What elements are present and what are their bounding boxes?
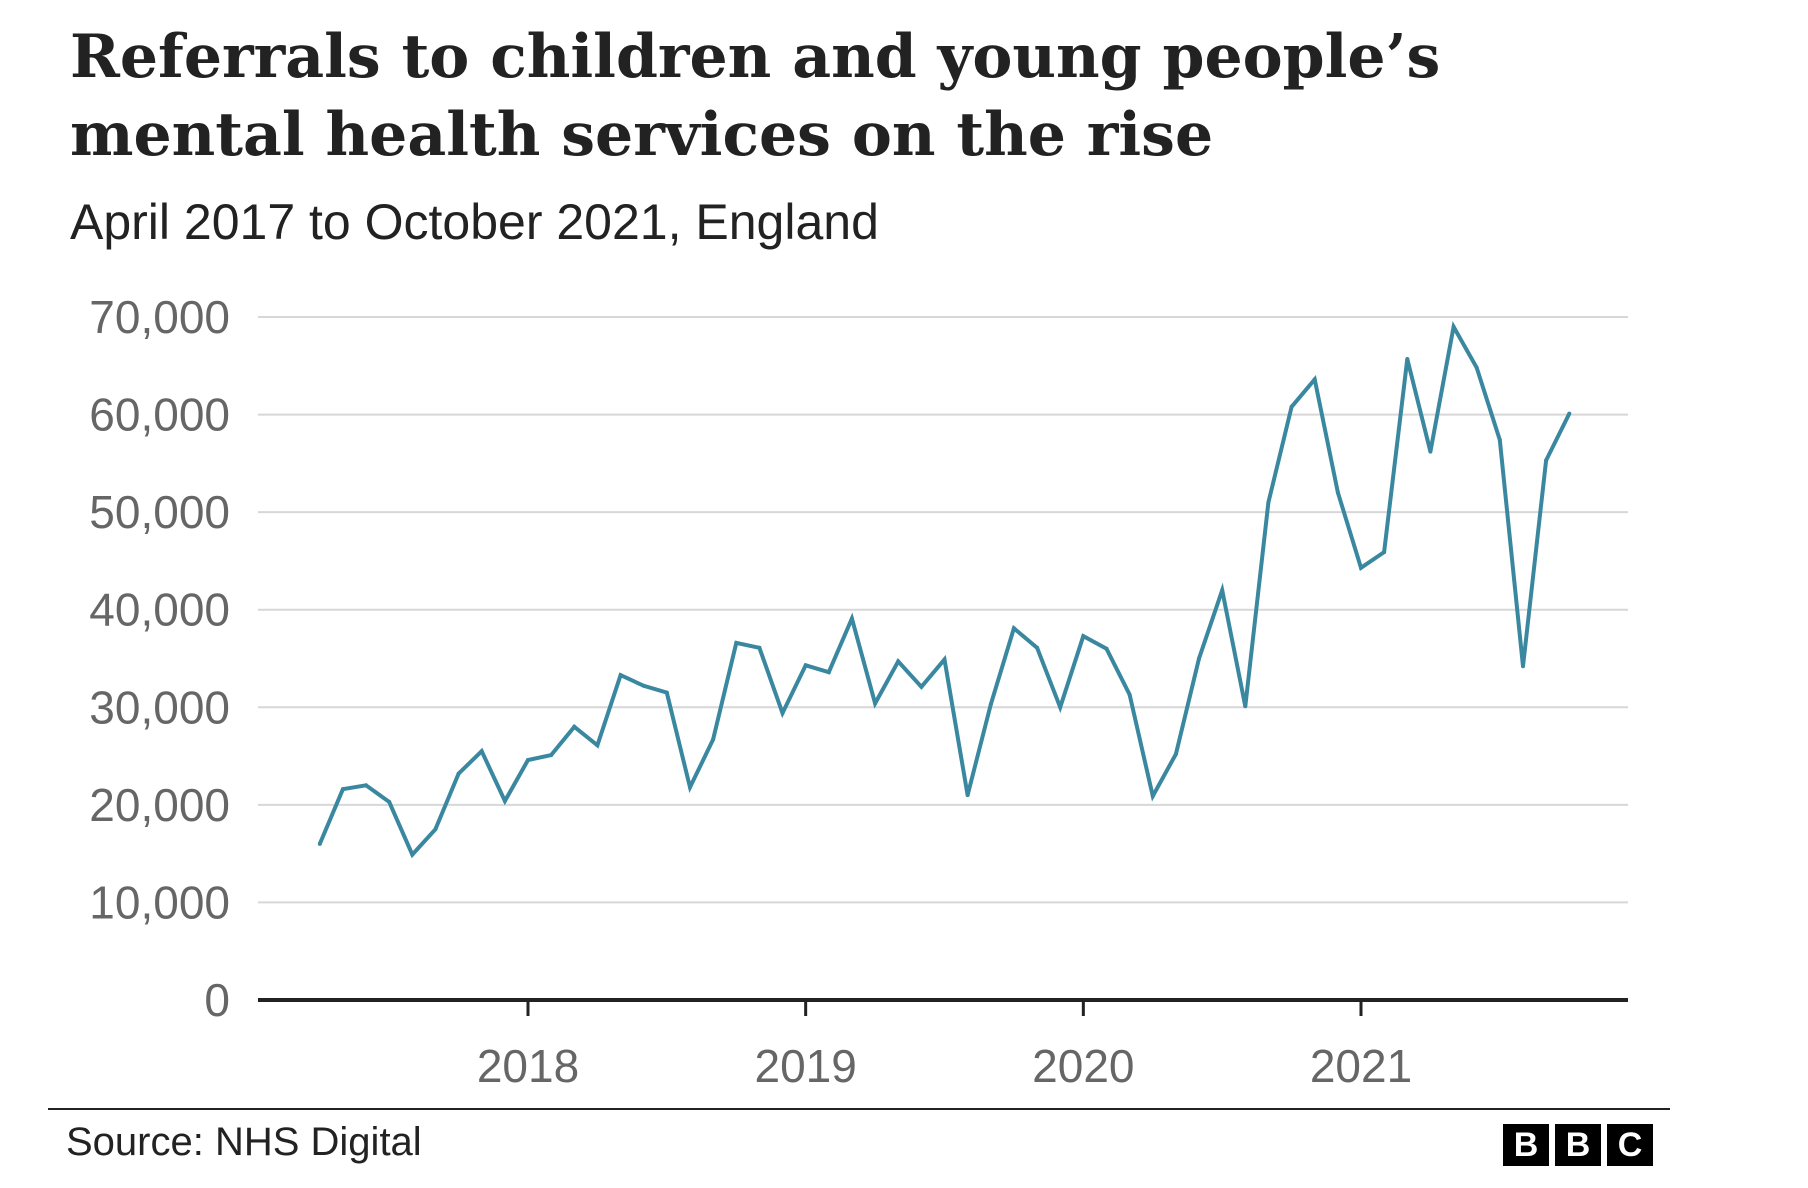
data-point	[526, 758, 530, 762]
y-tick-label: 0	[204, 974, 230, 1026]
data-point	[873, 701, 878, 706]
data-point	[549, 753, 554, 758]
data-point	[1359, 565, 1363, 570]
y-tick-label: 20,000	[89, 779, 230, 831]
data-point	[1150, 794, 1155, 799]
data-point	[479, 749, 484, 754]
bbc-logo-letter: C	[1607, 1124, 1653, 1166]
x-axis: 2018 2019 2020 2021	[258, 998, 1628, 1092]
data-point	[1104, 646, 1109, 651]
data-point	[1567, 411, 1572, 416]
data-point	[433, 827, 438, 832]
data-point	[1058, 705, 1063, 710]
data-point	[1382, 550, 1387, 555]
data-point	[942, 657, 947, 662]
data-point	[595, 743, 600, 748]
x-tick-label: 2020	[1032, 1040, 1134, 1092]
bbc-logo-letter: B	[1503, 1124, 1549, 1166]
data-point	[1335, 490, 1340, 495]
data-point	[711, 737, 716, 742]
source-note: Source: NHS Digital	[66, 1120, 422, 1164]
data-point	[1474, 365, 1479, 370]
gridlines	[258, 316, 1628, 904]
data-point	[849, 616, 854, 621]
y-tick-label: 60,000	[89, 389, 230, 441]
y-axis-tick-labels: 0 10,000 20,000 30,000 40,000 50,000 60,000 70,…	[89, 291, 230, 1026]
footer-divider	[48, 1108, 1670, 1110]
chart-title: Referrals to children and young people’s…	[70, 22, 1441, 170]
data-point	[502, 799, 507, 803]
data-point	[387, 799, 392, 804]
data-point	[1173, 752, 1178, 757]
data-point	[618, 673, 623, 678]
data-point	[1289, 404, 1294, 409]
data-point	[1266, 500, 1271, 505]
data-point	[734, 640, 739, 645]
data-point	[1544, 458, 1549, 463]
data-point	[919, 684, 924, 689]
x-tick-label: 2019	[754, 1040, 856, 1092]
data-point	[340, 787, 345, 792]
data-point	[317, 841, 322, 846]
data-point	[1081, 634, 1086, 639]
data-point	[1521, 664, 1525, 669]
data-point	[641, 683, 646, 688]
data-point	[1035, 645, 1040, 650]
data-point	[896, 659, 901, 664]
data-point	[572, 724, 577, 729]
y-tick-label: 30,000	[89, 681, 230, 733]
data-point	[1197, 656, 1201, 661]
data-point	[1428, 449, 1433, 454]
data-point	[1011, 626, 1016, 631]
line-chart: 0 10,000 20,000 30,000 40,000 50,000 60,000 70,…	[89, 291, 1628, 1092]
data-point	[1243, 704, 1248, 709]
data-point	[780, 711, 785, 716]
data-point	[965, 793, 970, 798]
data-point	[988, 702, 993, 707]
data-point	[1220, 588, 1225, 593]
data-point	[1451, 324, 1456, 329]
data-point	[826, 670, 831, 675]
data-point	[410, 852, 415, 857]
data-point	[688, 785, 692, 790]
bbc-logo-letter: B	[1555, 1124, 1601, 1166]
data-point	[364, 783, 368, 788]
y-tick-label: 50,000	[89, 486, 230, 538]
bbc-logo: B B C	[1503, 1124, 1653, 1166]
data-point	[757, 645, 762, 650]
data-point	[1312, 377, 1317, 382]
x-tick-label: 2021	[1310, 1040, 1412, 1092]
data-point	[1497, 437, 1502, 442]
data-point	[456, 771, 461, 776]
series	[317, 321, 1572, 859]
x-tick-label: 2018	[477, 1040, 579, 1092]
series-line-referrals	[317, 321, 1572, 859]
chart-subtitle: April 2017 to October 2021, England	[70, 194, 879, 250]
data-point	[1405, 357, 1410, 361]
data-point	[664, 690, 669, 695]
y-tick-label: 70,000	[89, 291, 230, 343]
data-point	[803, 663, 808, 668]
data-point	[1127, 692, 1132, 697]
y-tick-label: 40,000	[89, 584, 230, 636]
y-tick-label: 10,000	[89, 876, 230, 928]
